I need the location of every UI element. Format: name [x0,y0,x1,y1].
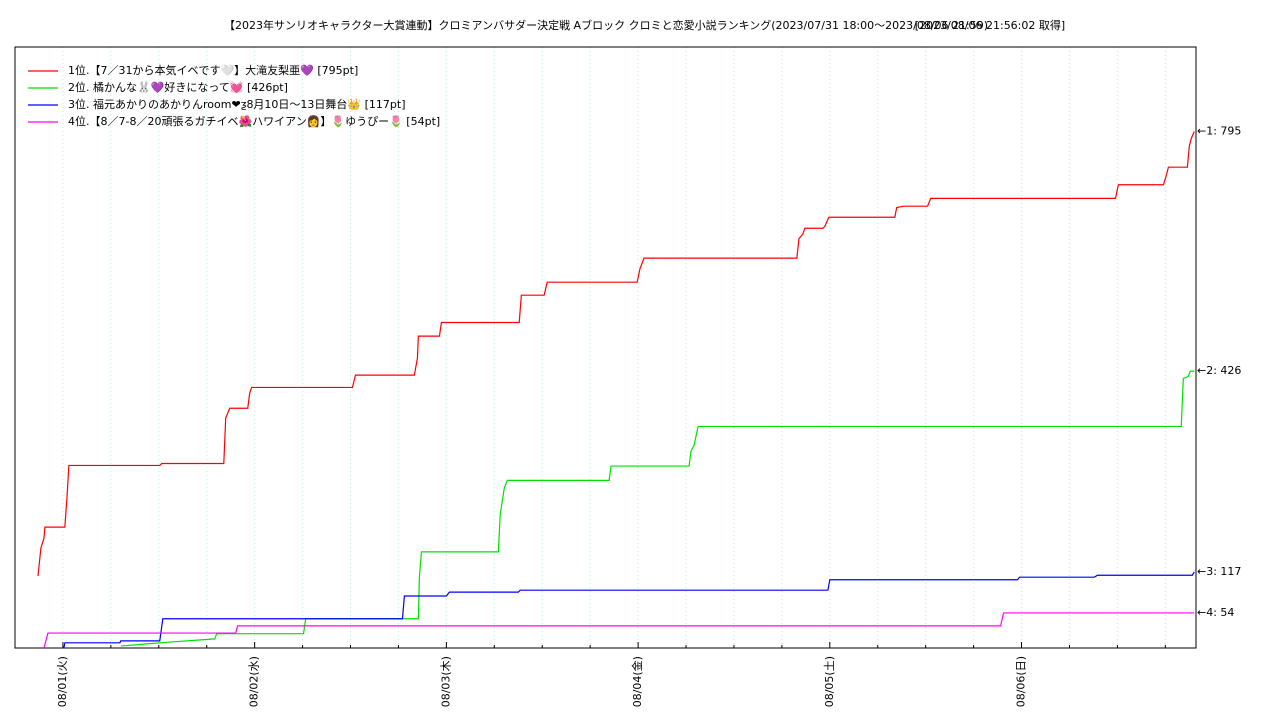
legend-label: 2位. 橘かんな🐰💜好きになって💓 [426pt] [68,80,288,94]
chart-subtitle: [2023/08/06 21:56:02 取得] [915,19,1065,32]
series-line [43,612,1195,649]
series-line [63,571,1195,649]
x-tick-label: 08/02(水) [248,656,261,707]
legend-label: 3位. 福元あかりのあかりんroom❤︎ƺ8月10日〜13日舞台👑 [117pt… [68,97,406,111]
legend-label: 4位.【8／7-8／20頑張るガチイベ🌺ハワイアン👩】🌷ゆうぴー🌷 [54pt] [68,114,440,128]
x-tick-label: 08/01(火) [56,656,69,707]
end-label: ←2: 426 [1197,364,1241,377]
x-tick-label: 08/05(土) [823,656,836,707]
plot-frame [14,46,1197,649]
end-label: ←4: 54 [1197,606,1234,619]
chart-title: 【2023年サンリオキャラクター大賞連動】クロミアンバサダー決定戦 Aブロック … [224,18,988,32]
x-tick-label: 08/03(木) [439,656,452,707]
x-tick-label: 08/04(金) [630,656,644,707]
legend-label: 1位.【7／31から本気イベです🤍】大滝友梨亜💜 [795pt] [68,63,358,77]
end-label: ←3: 117 [1197,565,1241,578]
series-line [120,370,1195,647]
x-tick-label: 08/06(日) [1015,656,1028,707]
end-label: ←1: 795 [1197,124,1241,137]
series-line [37,131,1195,576]
